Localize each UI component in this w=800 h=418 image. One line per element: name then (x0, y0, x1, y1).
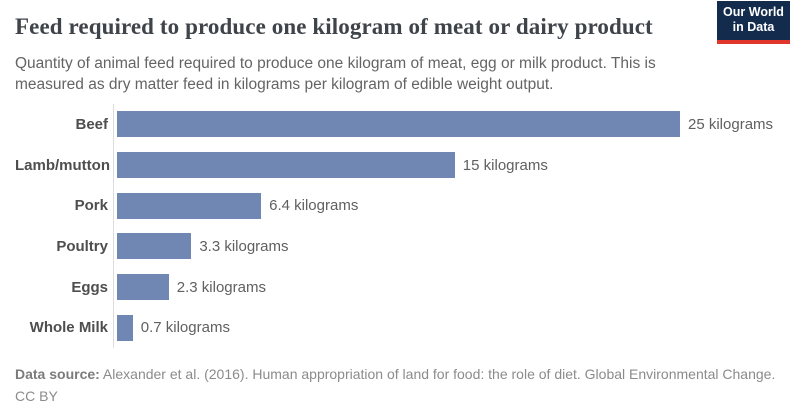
bar-row: Pork 6.4 kilograms (15, 185, 800, 227)
owid-logo-line1: Our World (723, 5, 784, 19)
data-source-text: Alexander et al. (2016). Human appropria… (99, 366, 776, 383)
plot-area: 6.4 kilograms (113, 185, 800, 227)
bar[interactable] (117, 192, 262, 219)
value-label: 3.3 kilograms (199, 237, 289, 255)
bar-row: Lamb/mutton 15 kilograms (15, 144, 800, 186)
value-label: 15 kilograms (462, 156, 548, 174)
bar-row: Eggs 2.3 kilograms (15, 266, 800, 308)
bar[interactable] (117, 274, 169, 301)
bar[interactable] (117, 152, 455, 179)
value-label: 25 kilograms (688, 115, 774, 133)
plot-area: 2.3 kilograms (113, 266, 800, 308)
category-label: Beef (75, 115, 108, 133)
chart-header: Feed required to produce one kilogram of… (0, 0, 800, 95)
category-label: Whole Milk (29, 319, 108, 337)
value-label: 2.3 kilograms (176, 278, 266, 296)
chart-subtitle: Quantity of animal feed required to prod… (15, 55, 656, 93)
category-label: Lamb/mutton (15, 156, 110, 174)
plot-area: 15 kilograms (113, 144, 800, 186)
owid-logo-line2: in Data (732, 19, 775, 34)
bar[interactable] (117, 111, 680, 138)
plot-area: 3.3 kilograms (113, 226, 800, 267)
bar[interactable] (117, 233, 192, 260)
category-label: Eggs (71, 278, 108, 296)
chart-title: Feed required to produce one kilogram of… (15, 14, 653, 39)
bar-chart: Beef 25 kilograms Lamb/mutton 15 kilograms P… (0, 104, 800, 349)
value-label: 6.4 kilograms (269, 197, 359, 215)
data-source-label: Data source: (15, 366, 100, 383)
owid-logo[interactable]: Our World in Data (717, 1, 790, 44)
chart-footer: Data source: Alexander et al. (2016). Hu… (0, 363, 800, 407)
plot-area: 0.7 kilograms (113, 307, 800, 349)
bar-row: Poultry 3.3 kilograms (15, 226, 800, 267)
bar-row: Whole Milk 0.7 kilograms (15, 307, 800, 349)
value-label: 0.7 kilograms (140, 319, 230, 337)
data-source-line: Data source: Alexander et al. (2016). Hu… (15, 363, 785, 385)
plot-area: 25 kilograms (113, 104, 800, 145)
bar[interactable] (117, 314, 133, 341)
category-label: Poultry (56, 237, 108, 255)
license-text: CC BY (15, 388, 58, 405)
bar-row: Beef 25 kilograms (15, 104, 800, 145)
category-label: Pork (74, 197, 108, 215)
